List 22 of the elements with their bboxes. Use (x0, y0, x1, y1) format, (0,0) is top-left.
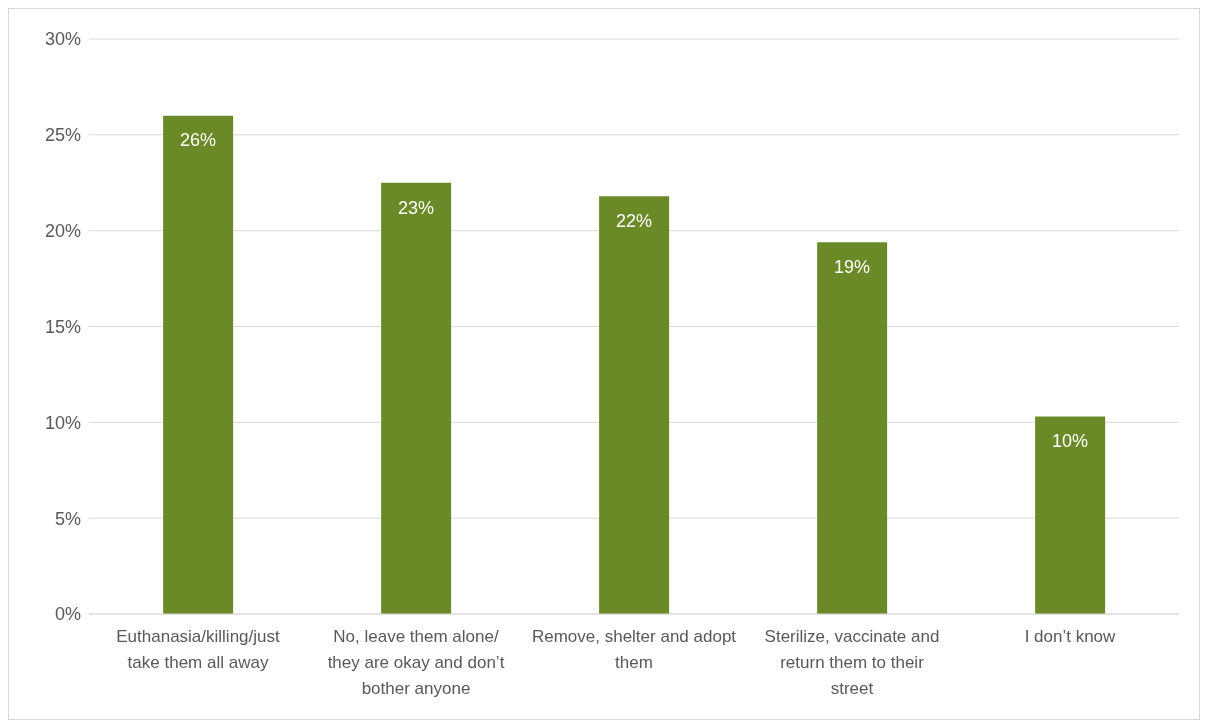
data-label: 23% (398, 197, 435, 218)
y-tick-label: 15% (44, 316, 81, 337)
data-label: 26% (180, 130, 217, 151)
data-label: 10% (1052, 431, 1089, 452)
y-tick-label: 10% (44, 412, 81, 433)
x-tick-label: Euthanasia/killing/just take them all away (116, 627, 281, 672)
bar (163, 115, 234, 614)
data-label: 22% (616, 210, 653, 231)
y-tick-label: 5% (54, 508, 81, 529)
y-tick-label: 0% (54, 604, 81, 625)
x-tick-label: I don’t know (1024, 627, 1117, 646)
x-tick-label: Remove, shelter and adopt them (531, 627, 737, 672)
bar (817, 242, 888, 614)
bar (599, 196, 670, 614)
y-tick-label: 20% (44, 221, 81, 242)
data-label: 19% (834, 256, 871, 277)
y-tick-label: 25% (44, 125, 81, 146)
x-tick-label: Sterilize, vaccinate and return them to their street (764, 627, 940, 698)
x-tick-label: No, leave them alone/ they are okay and don’t bother anyone (327, 627, 505, 698)
bar (1035, 416, 1106, 614)
bar (381, 182, 452, 614)
y-tick-label: 30% (44, 29, 81, 50)
